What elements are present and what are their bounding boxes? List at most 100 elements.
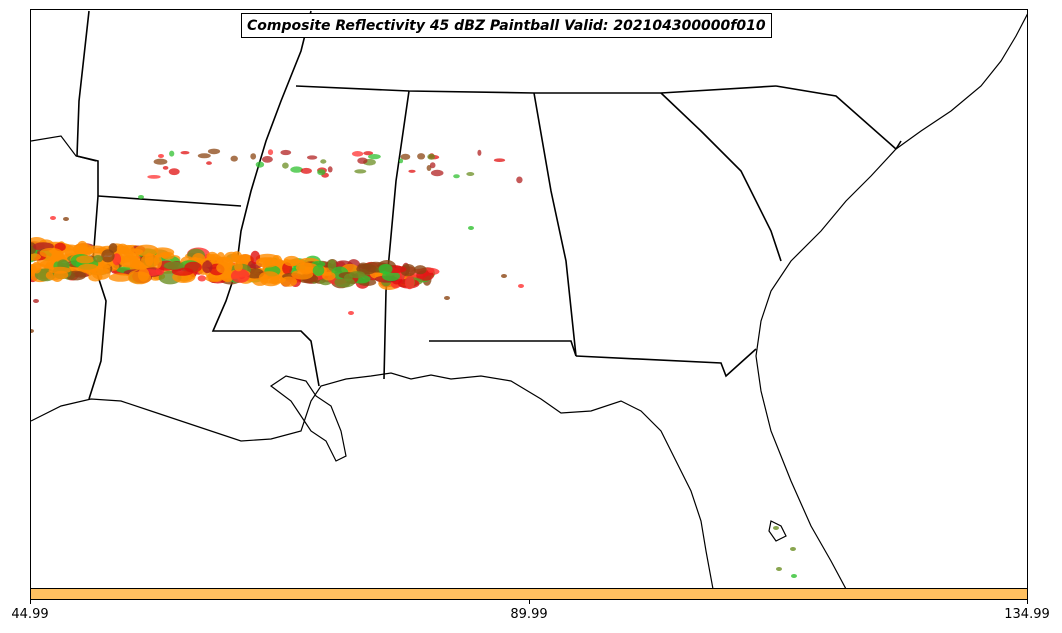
paintball-layer xyxy=(31,148,797,578)
paintball-blob xyxy=(430,169,444,177)
arkansas-river-left xyxy=(31,135,97,162)
paintball-blob xyxy=(282,162,289,169)
paintball-blob xyxy=(516,176,523,184)
paintball-blob xyxy=(267,149,274,156)
border-ms-al xyxy=(383,90,410,380)
paintball-blob xyxy=(125,248,143,255)
paintball-blob xyxy=(290,166,303,173)
coastline xyxy=(31,13,1027,588)
paintball-blob xyxy=(312,265,325,276)
gulf-coast xyxy=(31,372,714,588)
paintball-blob xyxy=(261,156,273,163)
paintball-blob xyxy=(429,162,436,169)
paintball-blob xyxy=(773,526,779,530)
border-al-ga xyxy=(533,92,577,357)
paintball-blob xyxy=(466,172,475,176)
paintball-blob xyxy=(404,276,415,290)
paintball-blob xyxy=(283,255,300,267)
border-ga-fl xyxy=(575,348,757,378)
paintball-blob xyxy=(108,273,132,282)
paintball-blob xyxy=(158,154,164,158)
paintball-blob xyxy=(163,261,184,270)
paintball-blob xyxy=(400,153,411,160)
paintball-blob xyxy=(351,151,364,157)
paintball-blob xyxy=(417,153,426,160)
map-title: Composite Reflectivity 45 dBZ Paintball … xyxy=(241,13,772,38)
paintball-blob xyxy=(138,195,144,199)
paintball-blob xyxy=(168,168,180,176)
florida-east-coast xyxy=(755,13,1027,588)
paintball-blob xyxy=(428,269,434,273)
border-al-fl xyxy=(429,340,577,357)
paintball-blob xyxy=(169,150,175,157)
paintball-blob xyxy=(50,216,56,220)
paintball-blob xyxy=(413,265,427,275)
paintball-blob xyxy=(306,155,318,160)
map-panel xyxy=(30,9,1028,589)
paintball-blob xyxy=(327,166,333,173)
paintball-blob xyxy=(53,270,69,280)
paintball-blob xyxy=(354,169,367,174)
paintball-blob xyxy=(501,274,507,278)
colorbar-tick-min xyxy=(30,600,31,604)
paintball-blob xyxy=(477,149,482,156)
paintball-blob xyxy=(205,274,224,283)
paintball-blob xyxy=(322,271,336,281)
border-ar-ok xyxy=(76,10,99,196)
paintball-blob xyxy=(357,157,368,164)
paintball-blob xyxy=(93,255,103,263)
border-ar-la xyxy=(97,195,242,207)
paintball-blob xyxy=(202,260,213,274)
paintball-blob xyxy=(255,161,265,168)
lake-okeechobee xyxy=(768,520,787,542)
paintball-blob xyxy=(493,158,506,162)
paintball-blob xyxy=(408,169,416,173)
border-sc-nc xyxy=(775,85,897,150)
paintball-blob xyxy=(184,261,202,273)
paintball-blob xyxy=(300,167,312,174)
paintball-blob xyxy=(230,155,238,162)
paintball-blob xyxy=(77,263,99,274)
paintball-blob xyxy=(291,269,314,280)
paintball-blob xyxy=(153,158,168,165)
border-la-tx xyxy=(88,195,107,400)
paintball-blob xyxy=(378,263,393,275)
paintball-blob xyxy=(518,284,524,288)
paintball-blob xyxy=(280,276,297,287)
paintball-blob xyxy=(206,251,218,262)
paintball-blob xyxy=(327,259,337,271)
paintball-blob xyxy=(63,217,69,221)
paintball-blob xyxy=(258,271,280,284)
paintball-blob xyxy=(206,161,212,165)
state-borders xyxy=(76,10,902,400)
paintball-blob xyxy=(33,299,39,303)
paintball-blob xyxy=(791,574,797,578)
paintball-blob xyxy=(427,153,436,160)
paintball-blob xyxy=(158,252,171,259)
paintball-blob xyxy=(453,174,460,179)
paintball-blob xyxy=(790,547,796,551)
border-tn-south xyxy=(295,85,777,94)
colorbar-tick-label: 44.99 xyxy=(11,607,49,622)
mississippi-delta xyxy=(269,375,347,462)
paintball-blob xyxy=(216,262,233,274)
colorbar-tick-mid xyxy=(529,600,530,604)
paintball-blob xyxy=(197,153,211,159)
paintball-blob xyxy=(197,275,207,282)
paintball-blob xyxy=(280,149,292,156)
paintball-blob xyxy=(207,148,221,155)
paintball-blob xyxy=(255,257,279,268)
paintball-blob xyxy=(250,153,257,160)
paintball-blob xyxy=(230,268,250,283)
map-canvas xyxy=(31,10,1027,588)
paintball-blob xyxy=(31,261,42,274)
paintball-blob xyxy=(137,267,150,282)
paintball-blob xyxy=(76,255,95,264)
colorbar xyxy=(30,588,1028,600)
paintball-blob xyxy=(776,567,782,571)
paintball-blob xyxy=(317,169,326,176)
border-ms-river xyxy=(211,10,320,387)
paintball-blob xyxy=(363,151,374,156)
colorbar-tick-label: 89.99 xyxy=(510,607,548,622)
paintball-blob xyxy=(349,271,365,279)
